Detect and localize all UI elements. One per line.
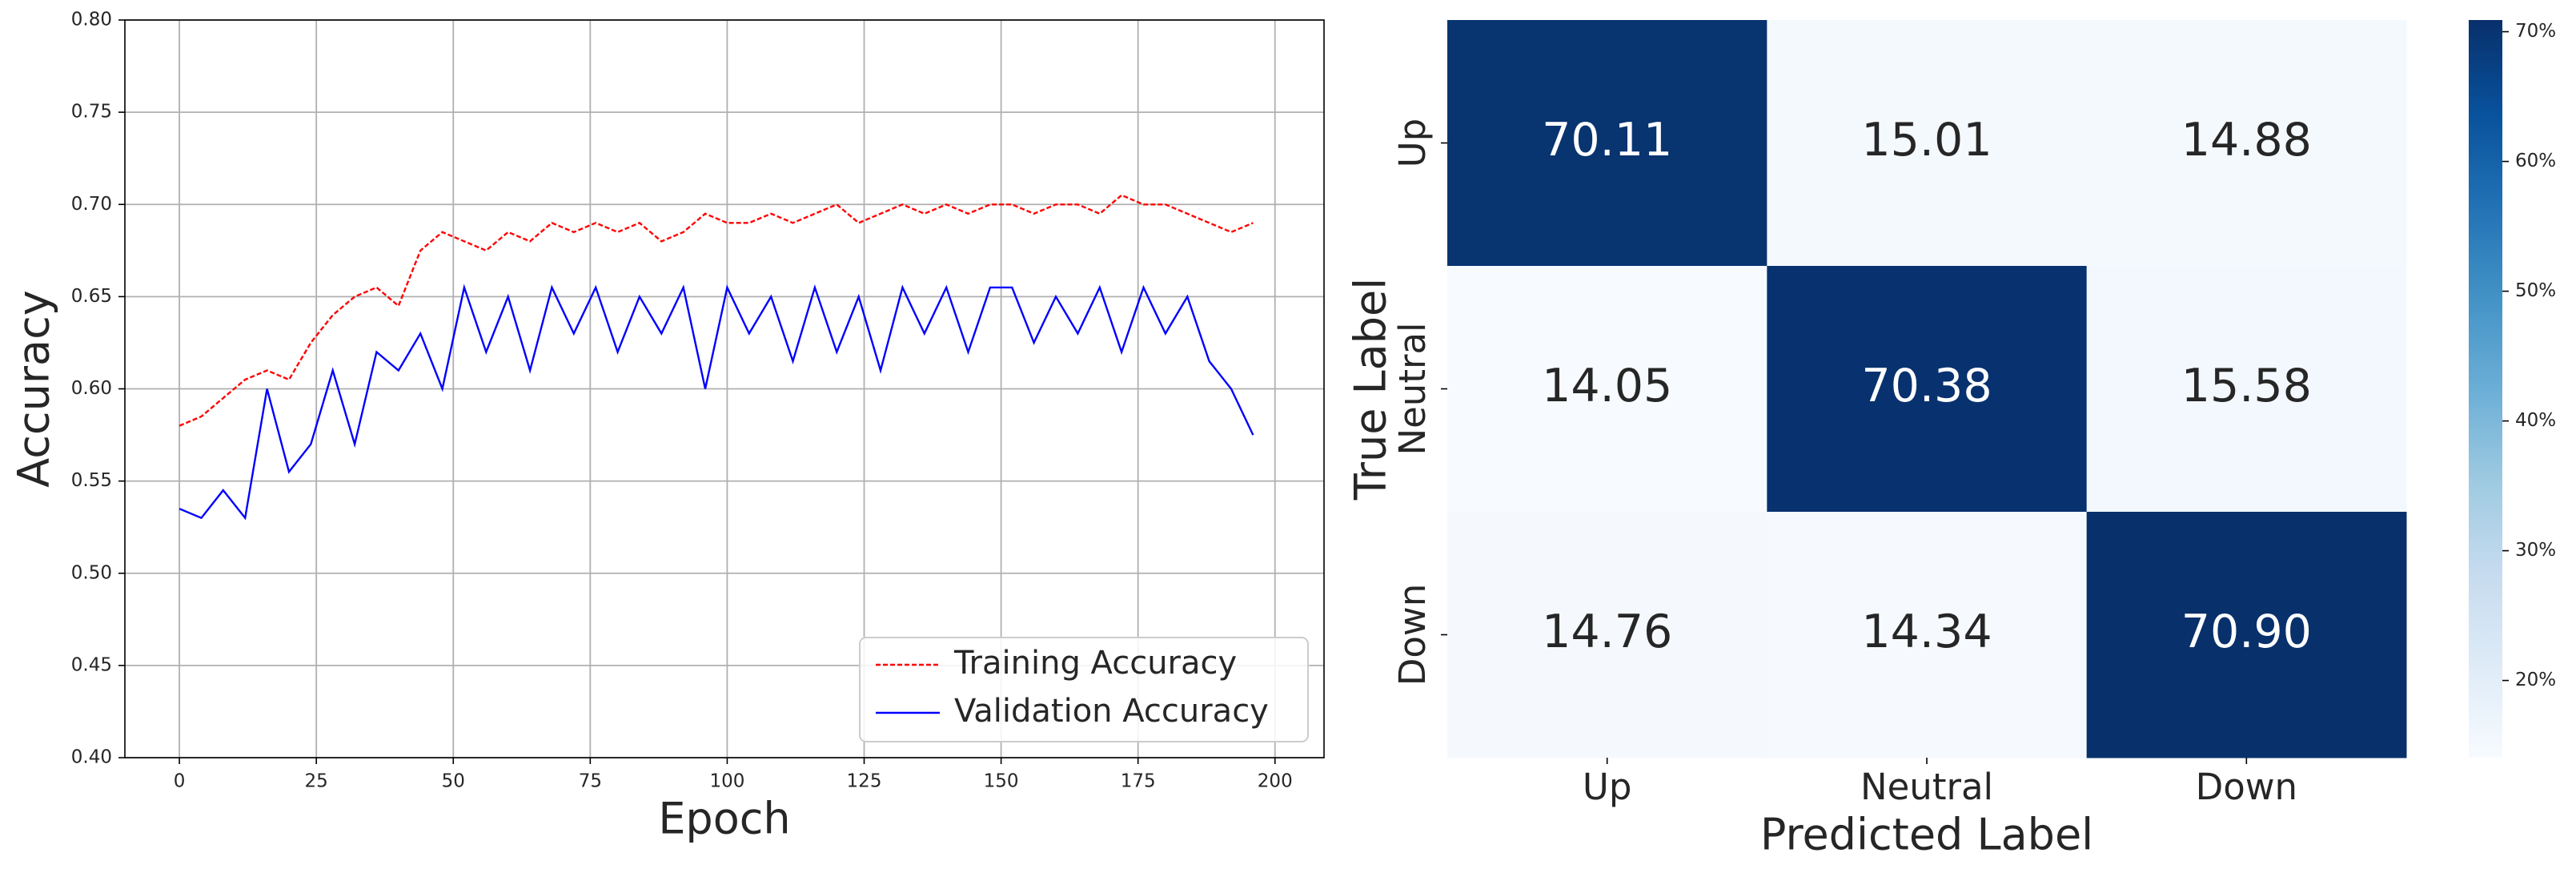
x-tick-label: 150 xyxy=(984,771,1019,792)
y-tick-label: Down xyxy=(1391,584,1434,686)
plot-frame xyxy=(124,19,1325,758)
y-tick-label: 0.45 xyxy=(71,654,112,675)
colorbar-tick-label: 40% xyxy=(2515,410,2556,431)
x-tick-label: 125 xyxy=(847,771,882,792)
x-tick-label: Up xyxy=(1583,766,1632,808)
colorbar xyxy=(2469,20,2502,758)
colorbar-tick-label: 30% xyxy=(2515,540,2556,561)
x-tick-label: 25 xyxy=(305,771,328,792)
y-tick-label: Neutral xyxy=(1391,322,1434,455)
heatmap-cell xyxy=(1767,512,2088,758)
y-tick-label: 0.75 xyxy=(71,102,112,123)
legend-label: Validation Accuracy xyxy=(954,693,1269,730)
heatmap-cell xyxy=(2086,512,2407,758)
legend-box xyxy=(859,637,1309,742)
x-tick-label: 100 xyxy=(709,771,744,792)
cell-label: 15.01 xyxy=(1861,114,1992,167)
x-tick-label: Down xyxy=(2196,766,2298,808)
heatmap-cell xyxy=(1447,266,1767,513)
x-tick-label: 0 xyxy=(174,771,186,792)
y-axis-title: Accuracy xyxy=(9,290,59,488)
cell-label: 70.90 xyxy=(2181,605,2312,658)
y-tick-label: Up xyxy=(1391,119,1434,168)
y-tick-label: 0.40 xyxy=(71,747,112,768)
cell-label: 15.58 xyxy=(2181,360,2312,412)
series-line xyxy=(179,284,1254,521)
y-axis-title: True Label xyxy=(1346,278,1396,501)
x-tick-label: Neutral xyxy=(1860,766,1993,808)
cell-label: 70.38 xyxy=(1861,360,1992,412)
legend-label: Training Accuracy xyxy=(953,645,1237,682)
heatmap-cell xyxy=(1447,20,1767,267)
cell-label: 14.76 xyxy=(1542,605,1672,658)
x-tick-label: 75 xyxy=(579,771,602,792)
y-tick-label: 0.80 xyxy=(71,10,112,30)
colorbar-tick-label: 70% xyxy=(2515,21,2556,42)
y-tick-label: 0.70 xyxy=(71,194,112,215)
colorbar-tick-label: 60% xyxy=(2515,151,2556,171)
heatmap-cell xyxy=(2086,20,2407,267)
cell-label: 14.05 xyxy=(1542,360,1672,412)
cell-label: 14.34 xyxy=(1861,605,1992,658)
x-tick-label: 200 xyxy=(1258,771,1293,792)
heatmap-cell xyxy=(1767,266,2088,513)
y-tick-label: 0.55 xyxy=(71,470,112,491)
x-axis-title: Predicted Label xyxy=(1760,810,2093,860)
x-tick-label: 175 xyxy=(1121,771,1156,792)
y-tick-label: 0.50 xyxy=(71,562,112,583)
colorbar-tick-label: 50% xyxy=(2515,280,2556,301)
cell-label: 70.11 xyxy=(1542,114,1672,167)
cell-label: 14.88 xyxy=(2181,114,2312,167)
y-tick-label: 0.65 xyxy=(71,286,112,307)
heatmap-cell xyxy=(1767,20,2088,267)
x-axis-title: Epoch xyxy=(658,794,790,844)
series-line xyxy=(179,194,1254,427)
heatmap-cell xyxy=(1447,512,1767,758)
y-tick-label: 0.60 xyxy=(71,378,112,399)
x-tick-label: 50 xyxy=(442,771,465,792)
heatmap-cell xyxy=(2086,266,2407,513)
colorbar-tick-label: 20% xyxy=(2515,670,2556,690)
